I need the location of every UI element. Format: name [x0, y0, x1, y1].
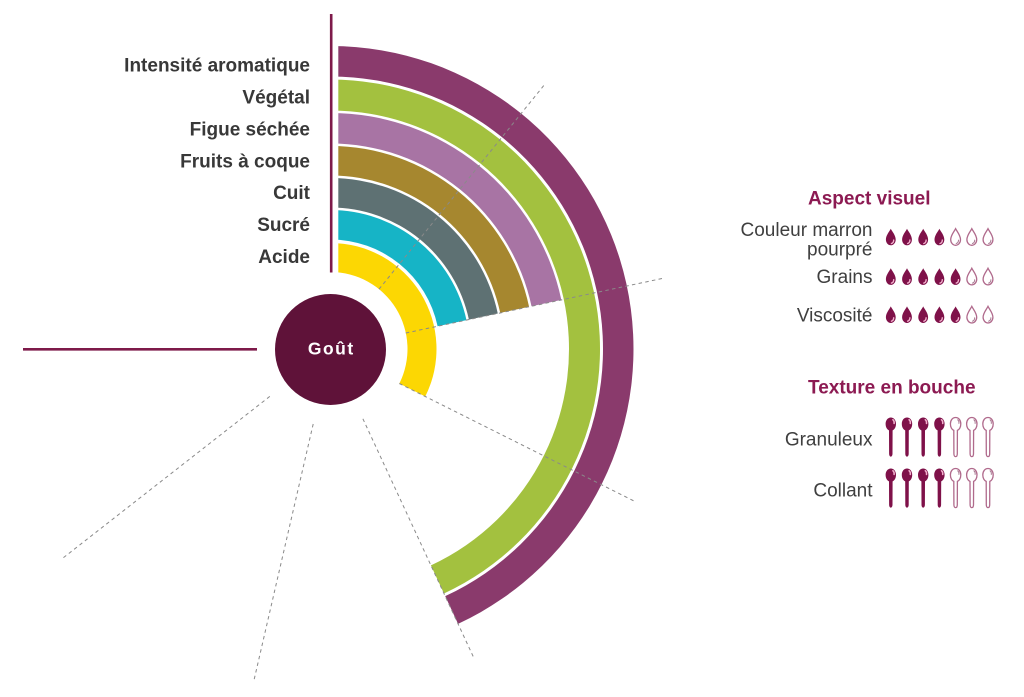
svg-text:Intensité aromatique: Intensité aromatique	[124, 56, 310, 77]
svg-text:Texture en bouche: Texture en bouche	[808, 377, 976, 398]
svg-text:Acide: Acide	[258, 247, 310, 268]
svg-text:Aspect visuel: Aspect visuel	[808, 188, 931, 209]
svg-text:Couleur marron: Couleur marron	[741, 220, 873, 241]
svg-text:Collant: Collant	[813, 480, 873, 501]
svg-text:Végétal: Végétal	[242, 88, 310, 109]
svg-text:Goût: Goût	[308, 338, 355, 358]
svg-text:pourpré: pourpré	[807, 240, 873, 261]
svg-text:Granuleux: Granuleux	[785, 429, 873, 450]
svg-text:Fruits à coque: Fruits à coque	[180, 151, 310, 172]
svg-text:Grains: Grains	[817, 267, 873, 288]
svg-text:Viscosité: Viscosité	[797, 305, 873, 326]
svg-text:Sucré: Sucré	[257, 215, 310, 236]
svg-text:Figue séchée: Figue séchée	[190, 119, 310, 140]
svg-text:Cuit: Cuit	[273, 183, 311, 204]
